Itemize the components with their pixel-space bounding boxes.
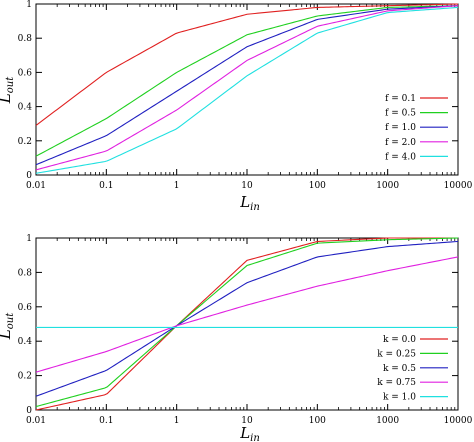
series-line-2: [35, 237, 459, 408]
x-tick-label: 1000: [376, 416, 399, 426]
y-tick-label: 0.6: [18, 68, 33, 78]
legend-label: k = 1.0: [383, 393, 416, 403]
legend-label: f = 1.0: [385, 123, 416, 133]
legend-label: k = 0.75: [377, 378, 416, 388]
legend-label: f = 2.0: [385, 138, 416, 148]
x-axis-label: Lin: [239, 424, 260, 442]
x-tick-label: 10000: [444, 181, 473, 191]
series-line-5: [35, 6, 459, 174]
legend-label: f = 4.0: [385, 152, 416, 162]
series-line-4: [35, 256, 459, 373]
y-tick-label: 0: [26, 171, 32, 181]
series-line-3: [35, 240, 459, 397]
x-tick-label: 1: [174, 416, 180, 426]
y-tick-label: 0.2: [18, 137, 32, 147]
series-line-3: [35, 5, 459, 166]
x-tick-label: 1: [174, 181, 180, 191]
plot-frame: [35, 3, 459, 176]
legend-label: f = 0.5: [385, 109, 416, 119]
x-tick-label: 10: [241, 181, 253, 191]
x-tick-label: 0.01: [26, 181, 46, 191]
series-line-1: [35, 237, 458, 411]
y-tick-label: 0: [26, 406, 32, 416]
chart-panel-2: 0.01 0.1 1 10 100 1000 10000 0 0.2 0.4 0.6 0.8 1 k = …: [0, 234, 473, 442]
y-tick-label: 0.4: [18, 103, 33, 113]
legend-label: k = 0.5: [383, 364, 416, 374]
x-tick-label: 10000: [444, 416, 473, 426]
x-tick-label: 1000: [376, 181, 399, 191]
chart-panel-1: 0.01 0.1 1 10 100 1000 10000 0 0.2 0.4 0.6 0.8 1 f = …: [0, 0, 473, 213]
y-tick-label: 0.4: [18, 337, 33, 347]
legend-label: f = 0.1: [385, 94, 416, 104]
x-tick-label: 100: [309, 416, 326, 426]
y-axis-label: Lout: [0, 76, 16, 104]
legend-label: k = 0.0: [383, 335, 416, 345]
x-tick-label: 10: [241, 416, 253, 426]
y-tick-label: 0.6: [18, 303, 33, 313]
legend: k = 0.0 k = 0.25 k = 0.5 k = 0.75 k = 1.0: [377, 335, 448, 403]
x-tick-label: 0.01: [26, 416, 46, 426]
y-tick-label: 0.8: [18, 34, 33, 44]
y-tick-label: 0.8: [18, 268, 33, 278]
x-tick-label: 0.1: [99, 181, 113, 191]
x-tick-label: 0.1: [99, 416, 113, 426]
y-tick-label: 1: [26, 234, 32, 244]
legend-label: k = 0.25: [377, 349, 416, 359]
x-tick-label: 100: [309, 181, 326, 191]
series-line-2: [35, 5, 459, 157]
y-tick-label: 0.2: [18, 372, 32, 382]
series-line-1: [35, 3, 459, 126]
x-axis-label: Lin: [239, 193, 260, 213]
y-axis-label: Lout: [0, 312, 16, 340]
y-tick-label: 1: [26, 0, 32, 10]
series-line-4: [35, 5, 459, 171]
legend: f = 0.1 f = 0.5 f = 1.0 f = 2.0 f = 4.0: [385, 94, 448, 162]
